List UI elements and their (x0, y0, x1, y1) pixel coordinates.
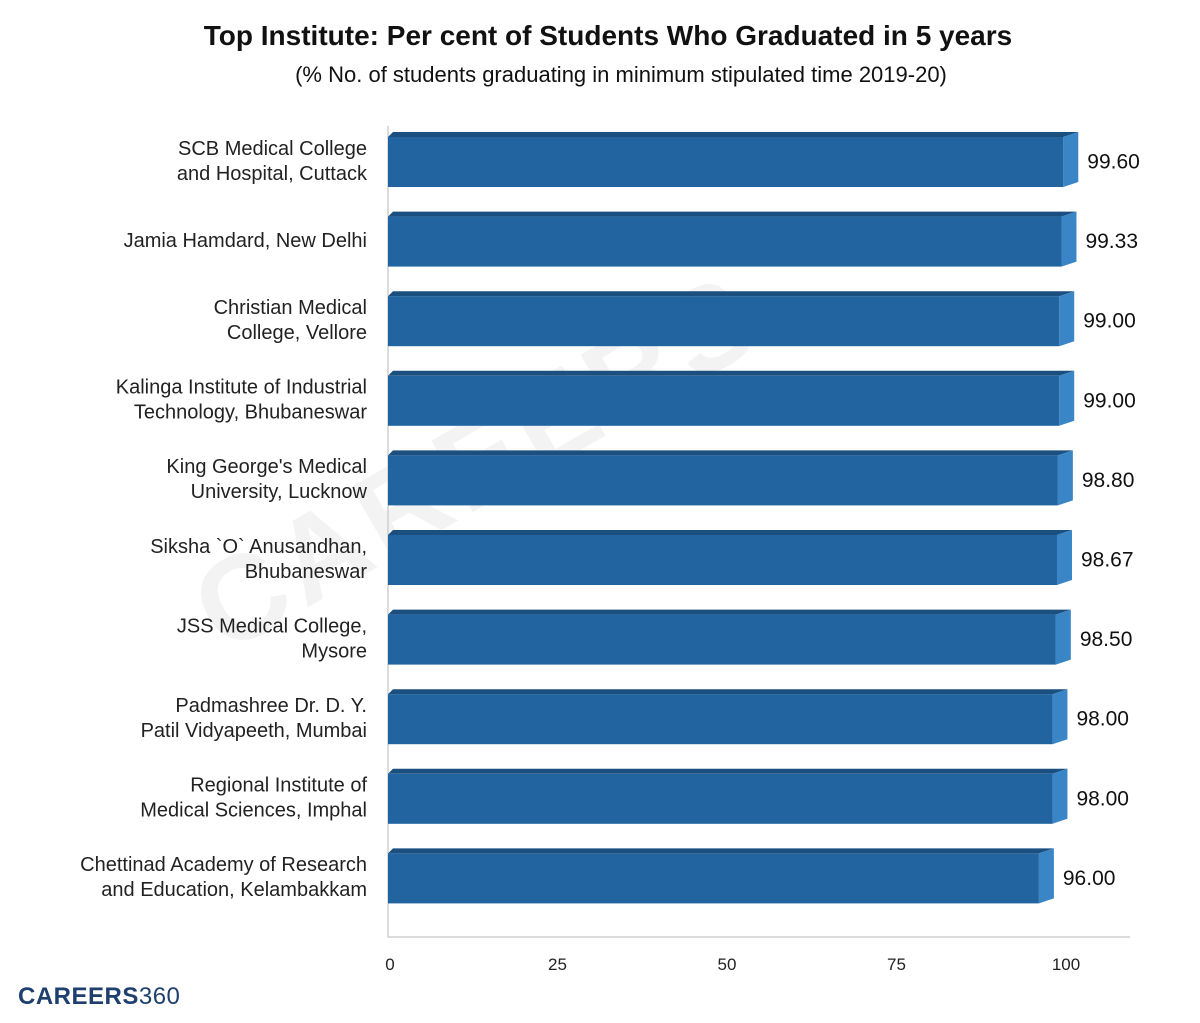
bar (388, 455, 1058, 506)
bar-top-face (388, 768, 1068, 774)
x-tick-label: 0 (385, 955, 394, 974)
careers360-logo: CAREERS360 (18, 983, 180, 1011)
category-label: Christian Medical (214, 297, 367, 319)
bar-top-face (388, 689, 1068, 695)
category-label: SCB Medical College (178, 138, 367, 160)
bar (388, 694, 1053, 745)
category-label: Medical Sciences, Imphal (140, 800, 367, 822)
bar-top-face (388, 609, 1071, 615)
chart-subtitle: (% No. of students graduating in minimum… (295, 62, 947, 87)
bar-top-face (388, 370, 1075, 376)
category-label: and Education, Kelambakkam (101, 879, 367, 901)
bar-value-label: 99.00 (1083, 389, 1136, 412)
bar-value-label: 98.00 (1076, 708, 1129, 731)
category-label: Padmashree Dr. D. Y. (175, 695, 367, 717)
bar-top-face (388, 848, 1054, 854)
bar-side-face (1061, 211, 1077, 267)
logo-secondary: 360 (138, 983, 181, 1010)
bar-top-face (388, 530, 1072, 535)
bar-top-face (388, 132, 1079, 137)
bar-value-label: 96.00 (1063, 867, 1116, 890)
category-label: JSS Medical College, (177, 615, 367, 637)
bar-value-label: 98.80 (1082, 469, 1135, 492)
category-label: Regional Institute of (190, 775, 367, 797)
bar-side-face (1056, 530, 1072, 585)
bar (388, 535, 1057, 585)
category-label: Kalinga Institute of Industrial (116, 377, 367, 399)
logo-primary: CAREERS (18, 983, 139, 1010)
category-label: Mysore (301, 640, 367, 662)
bar-side-face (1057, 450, 1073, 506)
category-label: Bhubaneswar (245, 561, 368, 583)
category-label: College, Vellore (227, 322, 367, 344)
category-label: Jamia Hamdard, New Delhi (124, 230, 367, 252)
bar-value-label: 99.60 (1087, 151, 1140, 174)
bar (388, 773, 1053, 824)
bar-side-face (1063, 132, 1079, 187)
bar-value-label: 99.33 (1085, 230, 1138, 253)
category-label: and Hospital, Cuttack (177, 163, 368, 185)
bar-side-face (1038, 848, 1054, 904)
x-tick-label: 25 (548, 955, 567, 974)
bar-side-face (1052, 768, 1068, 824)
category-label: Patil Vidyapeeth, Mumbai (141, 720, 367, 742)
bar-value-label: 98.00 (1076, 787, 1129, 810)
bar-value-label: 98.50 (1080, 628, 1133, 651)
x-tick-label: 100 (1052, 955, 1080, 974)
category-label: University, Lucknow (191, 481, 368, 503)
category-label: Siksha `O` Anusandhan, (150, 536, 367, 558)
chart-title: Top Institute: Per cent of Students Who … (203, 20, 1013, 51)
bar-top-face (388, 450, 1073, 456)
bar (388, 296, 1060, 347)
bar-side-face (1052, 689, 1068, 745)
bar (388, 853, 1039, 904)
bar-value-label: 99.00 (1083, 310, 1136, 333)
bar (388, 216, 1062, 267)
bar-value-label: 98.67 (1081, 549, 1134, 572)
category-label: Chettinad Academy of Research (80, 854, 367, 876)
x-tick-label: 50 (718, 955, 737, 974)
category-label: King George's Medical (166, 456, 367, 478)
bar-top-face (388, 211, 1077, 217)
bar-top-face (388, 291, 1075, 297)
bar (388, 614, 1056, 665)
category-label: Technology, Bhubaneswar (134, 402, 367, 424)
bar (388, 375, 1060, 426)
bar-side-face (1059, 291, 1075, 347)
x-tick-label: 75 (887, 955, 906, 974)
bar (388, 137, 1064, 187)
bar-side-face (1059, 370, 1075, 426)
bar-side-face (1055, 609, 1071, 665)
